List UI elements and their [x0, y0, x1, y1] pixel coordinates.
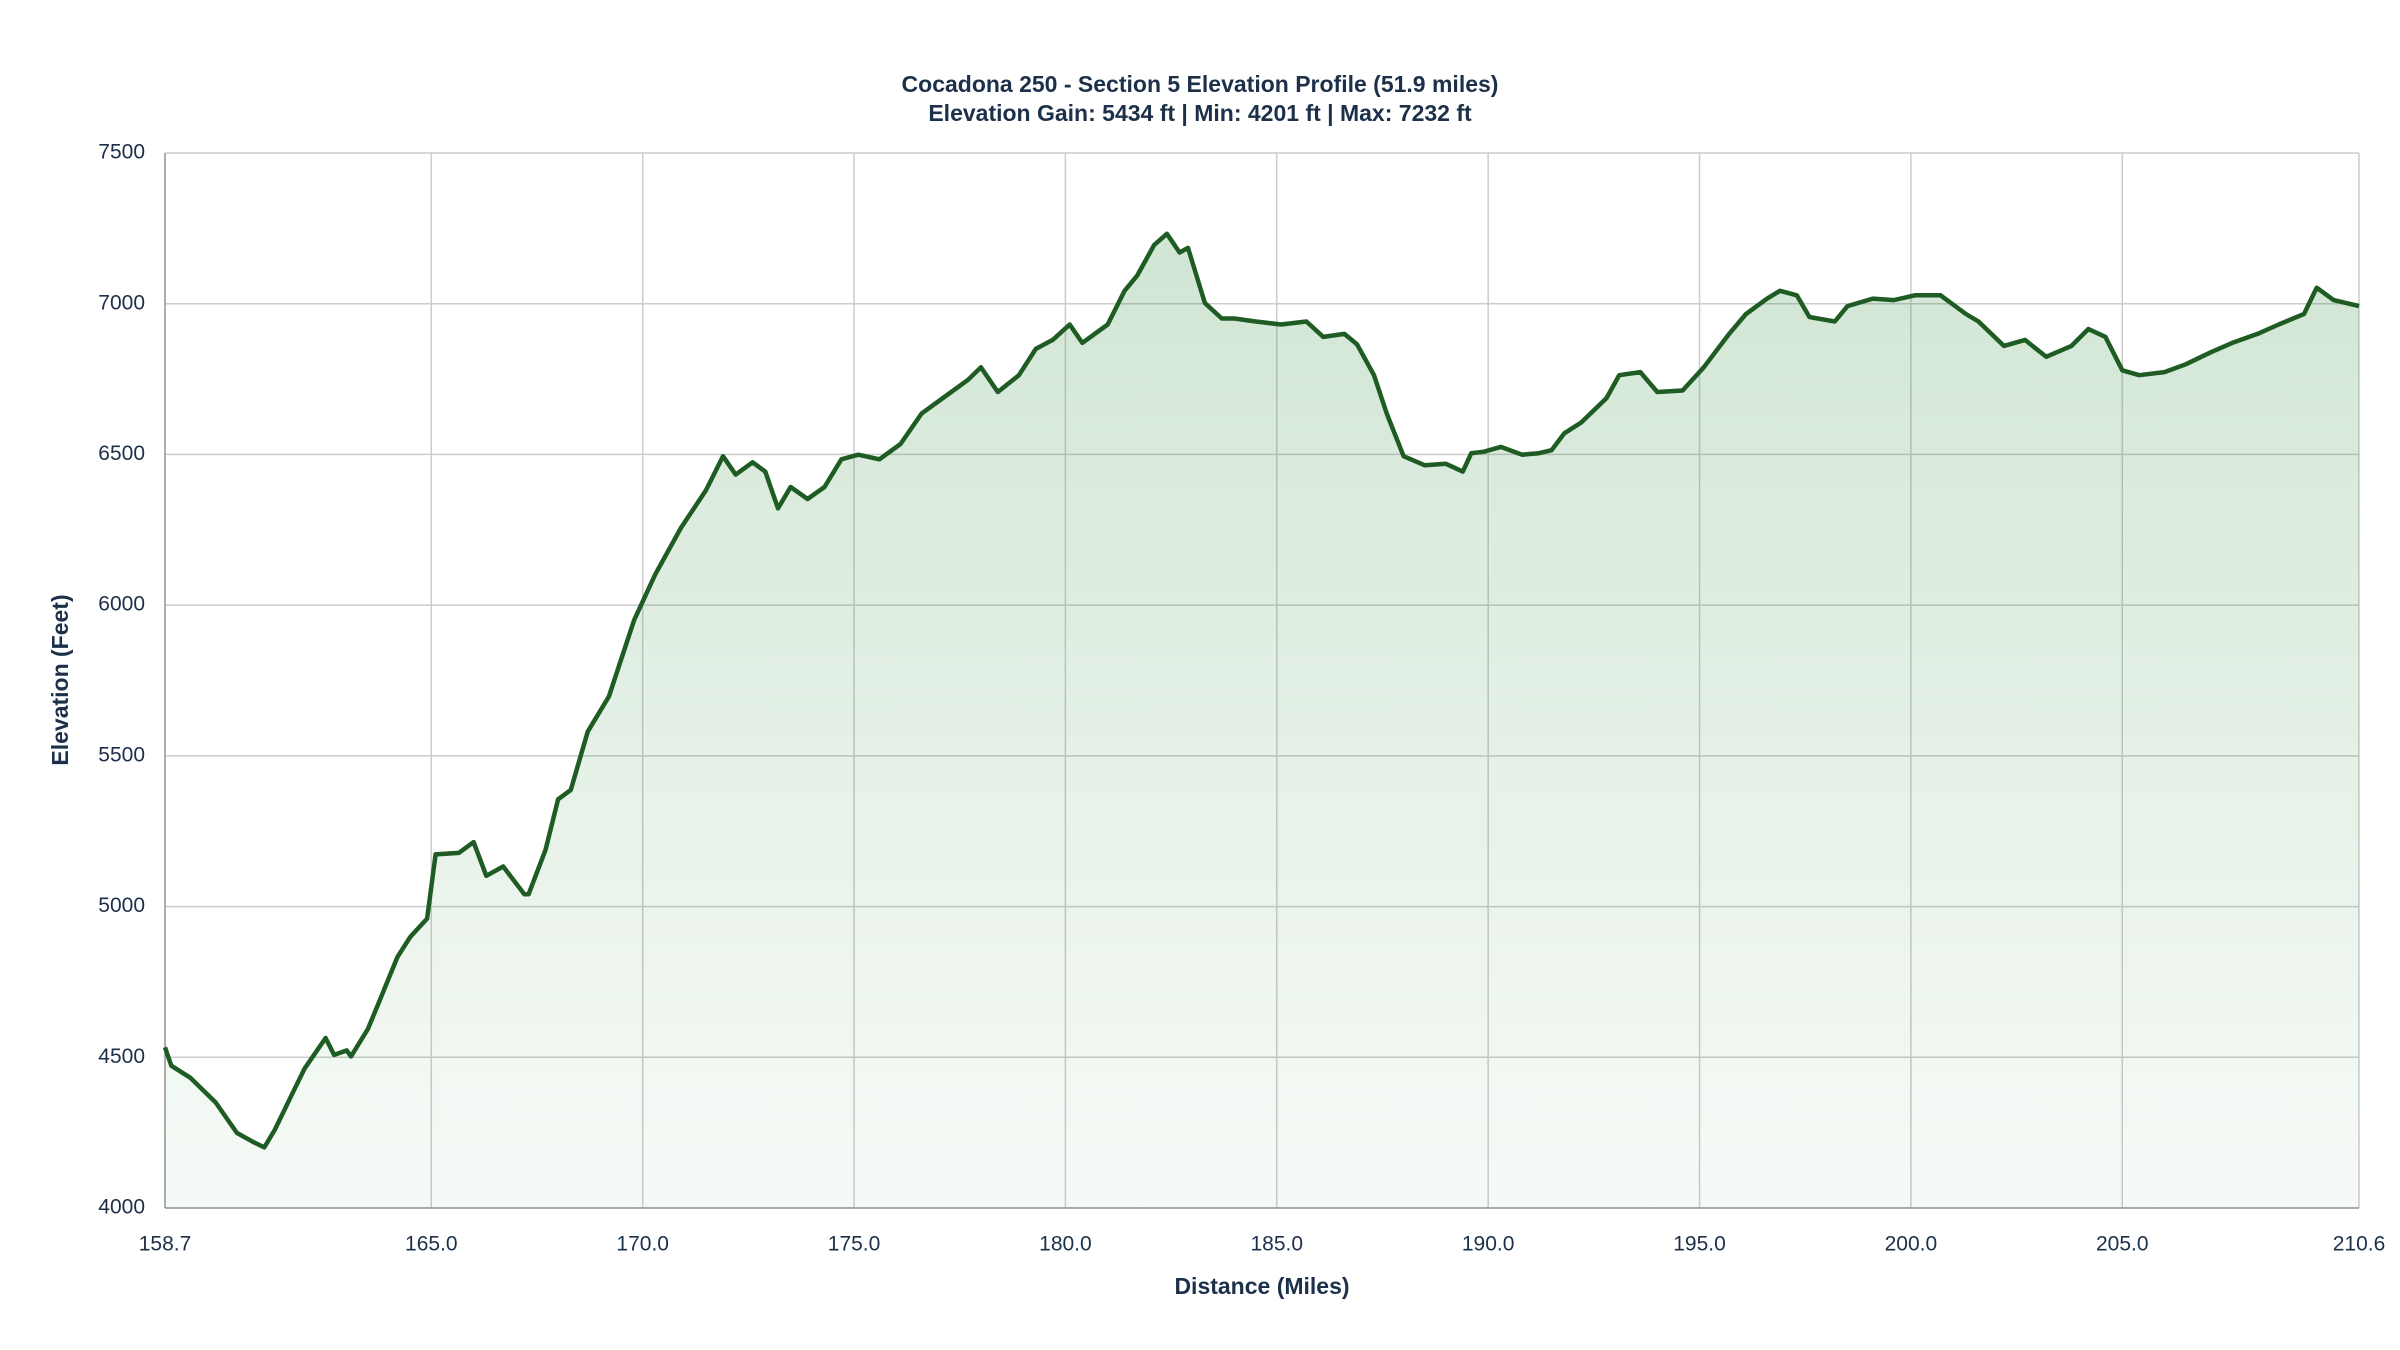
y-tick-label: 4500 [98, 1045, 145, 1068]
chart-subtitle: Elevation Gain: 5434 ft | Min: 4201 ft |… [928, 100, 1472, 126]
x-tick-label: 210.6 [2333, 1233, 2386, 1256]
x-tick-label: 165.0 [405, 1233, 458, 1256]
chart-title: Cocadona 250 - Section 5 Elevation Profi… [902, 71, 1499, 97]
x-tick-label: 185.0 [1251, 1233, 1304, 1256]
x-tick-label: 170.0 [616, 1233, 669, 1256]
y-tick-label: 5000 [98, 894, 145, 917]
area-fill [165, 233, 2359, 1209]
x-tick-label: 175.0 [828, 1233, 881, 1256]
y-tick-label: 7500 [98, 141, 145, 164]
x-tick-label: 200.0 [1885, 1233, 1938, 1256]
y-axis-label: Elevation (Feet) [47, 594, 73, 765]
y-tick-label: 7000 [98, 291, 145, 314]
x-tick-label: 205.0 [2096, 1233, 2149, 1256]
x-tick-label: 180.0 [1039, 1233, 1092, 1256]
y-tick-label: 5500 [98, 743, 145, 766]
x-tick-label: 195.0 [1673, 1233, 1726, 1256]
y-tick-label: 6500 [98, 442, 145, 465]
x-tick-label: 190.0 [1462, 1233, 1515, 1256]
y-tick-label: 4000 [98, 1196, 145, 1219]
y-tick-label: 6000 [98, 593, 145, 616]
x-axis-label: Distance (Miles) [1174, 1273, 1349, 1299]
elevation-line [162, 231, 2360, 1150]
x-tick-label: 158.7 [139, 1233, 192, 1256]
